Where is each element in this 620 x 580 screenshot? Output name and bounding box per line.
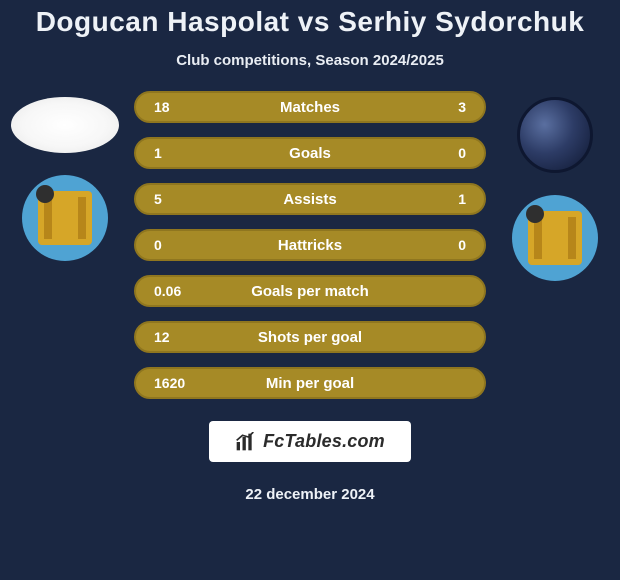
right-side: [490, 91, 620, 281]
stat-row-min-per-goal: 1620 Min per goal: [134, 367, 486, 399]
stat-left-value: 18: [154, 99, 202, 115]
stat-left-value: 0: [154, 237, 202, 253]
comparison-card: Dogucan Haspolat vs Serhiy Sydorchuk Clu…: [0, 0, 620, 580]
stat-row-goals: 1 Goals 0: [134, 137, 486, 169]
brand-text: FcTables.com: [263, 431, 385, 452]
stat-label: Goals: [202, 145, 418, 162]
stat-left-value: 12: [154, 329, 202, 345]
stats-column: 18 Matches 3 1 Goals 0 5 Assists 1 0 Hat…: [130, 91, 490, 399]
stat-label: Shots per goal: [202, 329, 418, 346]
player-left-club-badge: [22, 175, 108, 261]
ball-icon: [36, 185, 54, 203]
page-subtitle: Club competitions, Season 2024/2025: [176, 52, 444, 69]
footer-date: 22 december 2024: [245, 486, 374, 503]
stat-label: Matches: [202, 99, 418, 116]
stat-right-value: 3: [418, 99, 466, 115]
stat-label: Goals per match: [202, 283, 418, 300]
stat-left-value: 1: [154, 145, 202, 161]
page-title: Dogucan Haspolat vs Serhiy Sydorchuk: [36, 6, 585, 38]
stat-row-shots-per-goal: 12 Shots per goal: [134, 321, 486, 353]
stat-left-value: 0.06: [154, 283, 202, 299]
body-row: 18 Matches 3 1 Goals 0 5 Assists 1 0 Hat…: [0, 91, 620, 399]
stat-row-matches: 18 Matches 3: [134, 91, 486, 123]
brand-logo[interactable]: FcTables.com: [209, 421, 411, 462]
stat-right-value: 0: [418, 145, 466, 161]
player-left-avatar: [11, 97, 119, 153]
stat-row-hattricks: 0 Hattricks 0: [134, 229, 486, 261]
stat-left-value: 5: [154, 191, 202, 207]
left-side: [0, 91, 130, 261]
stat-label: Min per goal: [202, 375, 418, 392]
stat-label: Assists: [202, 191, 418, 208]
stat-right-value: 1: [418, 191, 466, 207]
player-right-club-badge: [512, 195, 598, 281]
player-right-avatar: [517, 97, 593, 173]
stat-left-value: 1620: [154, 375, 202, 391]
stat-label: Hattricks: [202, 237, 418, 254]
chart-icon: [235, 432, 255, 452]
stat-row-assists: 5 Assists 1: [134, 183, 486, 215]
stat-row-goals-per-match: 0.06 Goals per match: [134, 275, 486, 307]
stat-right-value: 0: [418, 237, 466, 253]
ball-icon: [526, 205, 544, 223]
